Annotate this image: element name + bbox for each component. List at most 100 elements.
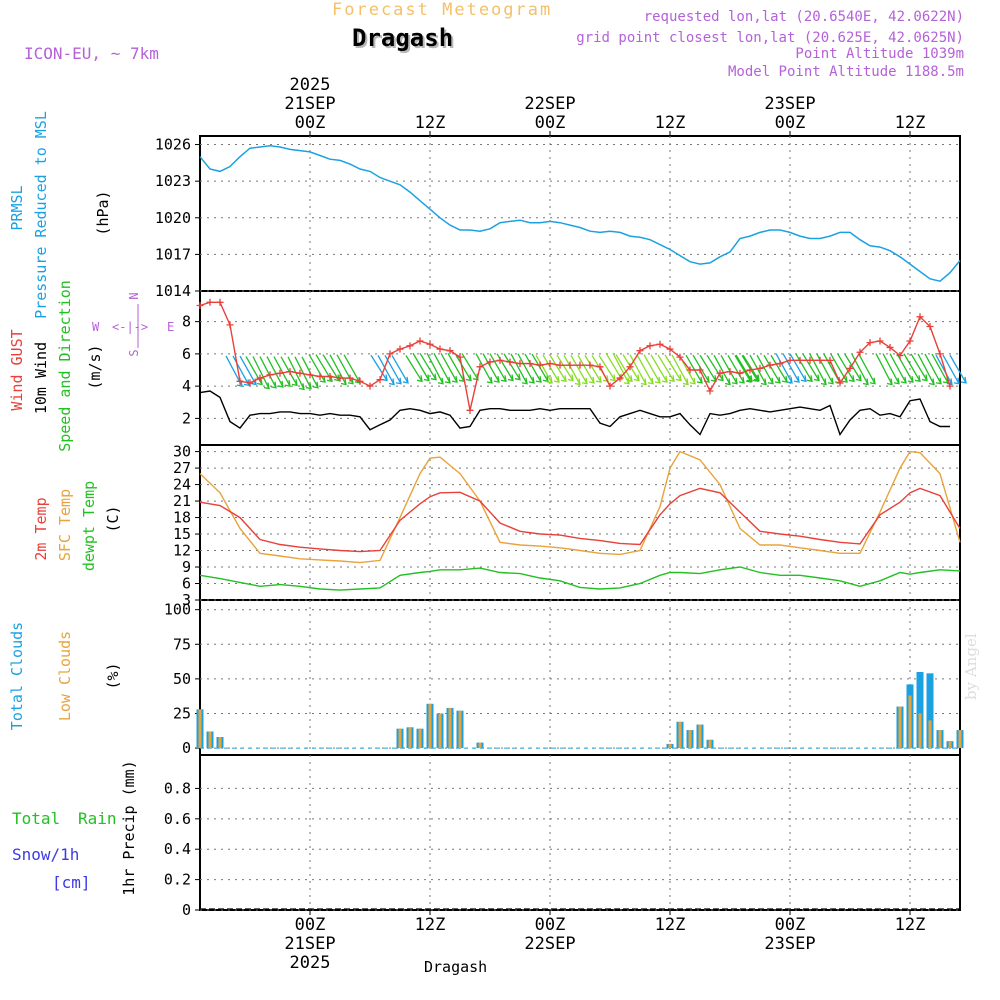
wind-arrow-head xyxy=(689,377,696,385)
wind-direction-arrow xyxy=(482,353,500,383)
wind-arrow-head xyxy=(507,374,514,382)
wind-arrow-head xyxy=(595,376,602,383)
chart-subtitle: Forecast Meteogram xyxy=(332,0,553,20)
bottom-time-label: 23SEP xyxy=(764,934,815,954)
wind-arrow-head xyxy=(465,374,472,382)
low-cloud-bar xyxy=(398,728,402,749)
wind-direction-arrow xyxy=(657,354,675,382)
wind-arrow-head xyxy=(717,374,724,382)
wind-arrow-head xyxy=(284,380,291,387)
wind-arrow-head xyxy=(340,378,347,386)
wind-arrow-head xyxy=(886,378,893,386)
wind-direction-arrow xyxy=(542,354,560,383)
gust-marker xyxy=(266,371,274,379)
wind-arrow-head xyxy=(319,376,326,383)
wind-arrow-head xyxy=(893,377,900,385)
wind-arrow-head xyxy=(581,377,588,385)
wind-arrow-head xyxy=(395,377,402,385)
gust-marker xyxy=(326,372,334,380)
gust-marker xyxy=(626,363,634,371)
wind-arrow-head xyxy=(855,374,862,382)
wind-direction-arrow xyxy=(795,353,813,382)
total-cloud-bar xyxy=(926,673,934,749)
gust-marker xyxy=(576,361,584,369)
temp-2m-line xyxy=(199,487,961,553)
top-time-label: 21SEP xyxy=(284,94,335,114)
wind-arrow-head xyxy=(696,376,703,384)
wind-direction-arrow xyxy=(685,354,703,384)
panel-frame-temperature xyxy=(199,444,961,601)
wind-arrow-head xyxy=(928,378,935,386)
y-tick-label: 1023 xyxy=(155,172,191,190)
y-tick-label: 0.2 xyxy=(164,871,191,889)
low-cloud-bar xyxy=(948,741,952,749)
wind-direction-arrow xyxy=(245,356,263,385)
wind-arrow-head xyxy=(347,377,354,385)
wind-arrow-head xyxy=(500,375,507,383)
wind-direction-arrow xyxy=(419,352,437,381)
wind-arrow-head xyxy=(402,376,409,384)
gust-marker xyxy=(346,374,354,382)
wind-direction-label: Speed and Direction xyxy=(56,280,74,452)
gust-marker xyxy=(306,371,314,379)
wind-direction-arrow xyxy=(775,353,793,384)
wind-direction-arrow xyxy=(598,355,616,381)
wind-direction-arrow xyxy=(949,354,967,384)
gust-marker xyxy=(706,387,714,395)
gust-marker xyxy=(826,356,834,364)
wind-arrow-head xyxy=(724,378,731,386)
low-cloud-bar xyxy=(918,713,922,749)
low-cloud-bar xyxy=(688,730,692,749)
y-tick-label: 0 xyxy=(182,901,191,919)
top-time-label: 00Z xyxy=(775,113,806,133)
gust-marker xyxy=(606,382,614,390)
wind-direction-arrow xyxy=(903,353,921,382)
pressure-label-short: PRMSL xyxy=(8,185,26,230)
gust-marker xyxy=(786,356,794,364)
gust-marker xyxy=(896,352,904,360)
y-tick-label: 8 xyxy=(182,313,191,331)
wind-arrow-head xyxy=(291,379,298,387)
model-altitude: Model Point Altitude 1188.5m xyxy=(727,64,964,80)
y-tick-label: 2 xyxy=(182,409,191,427)
bottom-time-label: 21SEP xyxy=(284,934,335,954)
gust-marker xyxy=(206,298,214,306)
gust-marker xyxy=(736,369,744,377)
wind-arrow-head xyxy=(609,374,616,382)
wind-direction-arrow xyxy=(570,354,588,385)
wind-arrow-head xyxy=(277,380,284,388)
wind-direction-arrow xyxy=(447,353,465,382)
wind-direction-arrow xyxy=(664,354,682,381)
gust-marker xyxy=(756,364,764,372)
compass-west: W xyxy=(92,320,100,334)
y-tick-label: 0 xyxy=(182,739,191,757)
gridpoint-coordinates: grid point closest lon,lat (20.625E, 42.… xyxy=(576,30,964,46)
top-time-label: 12Z xyxy=(655,113,686,133)
wind-direction-arrow xyxy=(524,353,542,383)
wind-direction-arrow xyxy=(475,353,493,384)
compass-south: S xyxy=(127,349,141,356)
gust-marker xyxy=(496,356,504,364)
wind-direction-arrow xyxy=(605,352,623,381)
wind-arrow-head xyxy=(416,375,423,383)
wind-direction-arrow xyxy=(889,353,907,384)
gust-marker xyxy=(536,361,544,369)
y-tick-label: 12 xyxy=(173,542,191,560)
wind-arrow-head xyxy=(451,376,458,383)
low-cloud-bar xyxy=(458,710,462,749)
snow-unit: [cm] xyxy=(52,873,91,892)
wind-unit: (m/s) xyxy=(86,344,104,389)
wind-direction-arrow xyxy=(942,354,960,385)
wind-arrow-head xyxy=(633,374,640,382)
gust-marker xyxy=(426,340,434,348)
y-tick-label: 15 xyxy=(173,525,191,543)
wind-direction-arrow xyxy=(503,353,521,381)
wind-direction-arrow xyxy=(426,352,444,385)
low-cloud-bar xyxy=(668,743,672,749)
wind-direction-arrow xyxy=(549,354,567,382)
gust-marker xyxy=(476,363,484,371)
wind-arrow-head xyxy=(753,374,760,382)
wind-arrow-head xyxy=(900,376,907,384)
surface-temp-label: SFC Temp xyxy=(56,489,74,561)
gust-marker xyxy=(406,342,414,350)
